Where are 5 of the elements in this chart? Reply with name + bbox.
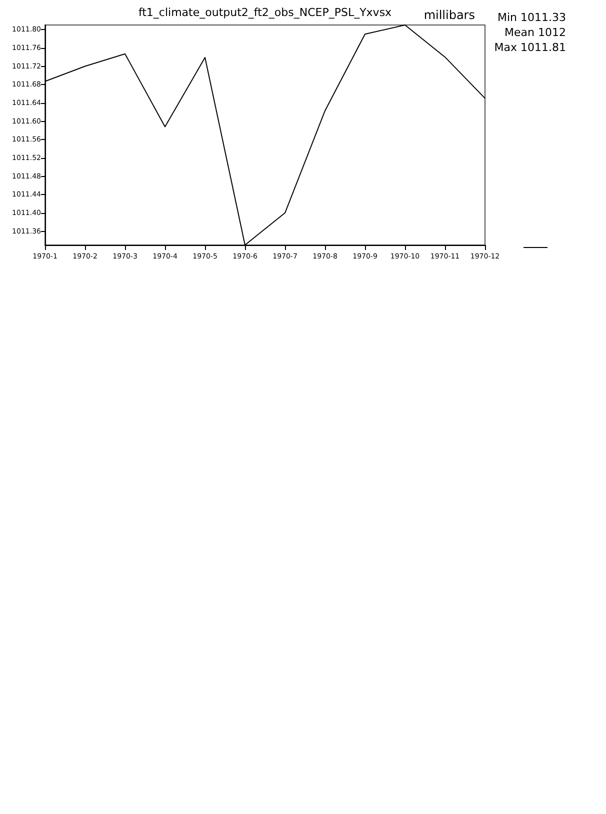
text: Min 1011.33 xyxy=(497,11,566,24)
text: Mean 1012 xyxy=(504,26,566,39)
y-axis-title: millibars xyxy=(424,8,475,22)
text: Max 1011.81 xyxy=(494,41,566,54)
chart-title: ft1_climate_output2_ft2_obs_NCEP_PSL_Yxvsx xyxy=(138,6,392,19)
